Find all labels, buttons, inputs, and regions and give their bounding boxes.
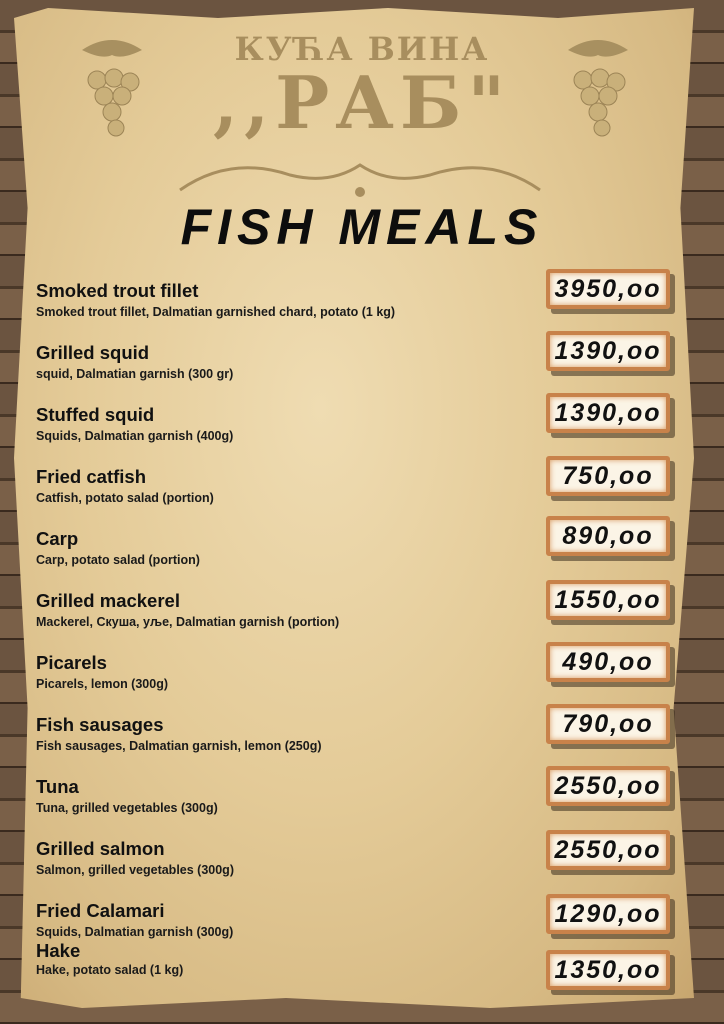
item-price: 890,oo <box>546 516 670 556</box>
item-name: Grilled squid <box>36 342 150 363</box>
menu-item: Fried Calamari Squids, Dalmatian garnish… <box>36 900 233 940</box>
item-price: 1390,oo <box>546 331 670 371</box>
page-title: FISH MEALS <box>180 199 544 255</box>
menu-item: Smoked trout fillet Smoked trout fillet,… <box>36 280 395 320</box>
item-description: Squids, Dalmatian garnish (300g) <box>36 925 234 939</box>
menu-item: Grilled squid squid, Dalmatian garnish (… <box>36 342 233 382</box>
item-name: Fish sausages <box>36 714 164 735</box>
item-description: Squids, Dalmatian garnish (400g) <box>36 429 234 443</box>
item-price: 750,oo <box>546 456 670 496</box>
logo-line1: КУЋА ВИНА <box>234 30 490 68</box>
grapes-right-icon <box>568 40 628 137</box>
item-description: Fish sausages, Dalmatian garnish, lemon … <box>36 739 322 753</box>
item-price: 1550,oo <box>546 580 670 620</box>
item-name: Tuna <box>36 776 79 797</box>
item-description: Mackerel, Скуша, уље, Dalmatian garnish … <box>36 615 340 629</box>
item-price: 490,oo <box>546 642 670 682</box>
item-name: Hake <box>36 940 81 961</box>
item-price: 790,oo <box>546 704 670 744</box>
item-name: Fried Calamari <box>36 900 165 921</box>
item-price: 2550,oo <box>546 830 670 870</box>
item-description: Picarels, lemon (300g) <box>36 677 169 691</box>
menu-item: Stuffed squid Squids, Dalmatian garnish … <box>36 404 233 444</box>
item-price: 3950,oo <box>546 269 670 309</box>
item-price: 1390,oo <box>546 393 670 433</box>
menu-item: Hake Hake, potato salad (1 kg) <box>36 940 183 978</box>
menu-item: Picarels Picarels, lemon (300g) <box>36 652 168 692</box>
menu-item: Fried catfish Catfish, potato salad (por… <box>36 466 214 506</box>
grapes-left-icon <box>82 40 142 137</box>
item-description: Catfish, potato salad (portion) <box>36 491 214 505</box>
item-price: 1350,oo <box>546 950 670 990</box>
item-name: Grilled salmon <box>36 838 165 859</box>
item-description: squid, Dalmatian garnish (300 gr) <box>36 367 234 381</box>
item-description: Hake, potato salad (1 kg) <box>36 963 184 977</box>
item-name: Fried catfish <box>36 466 146 487</box>
item-name: Carp <box>36 528 79 549</box>
item-price: 2550,oo <box>546 766 670 806</box>
menu-item: Grilled mackerel Mackerel, Скуша, уље, D… <box>36 590 339 630</box>
item-price: 1290,oo <box>546 894 670 934</box>
item-name: Stuffed squid <box>36 404 155 425</box>
item-name: Smoked trout fillet <box>36 280 199 301</box>
item-description: Tuna, grilled vegetables (300g) <box>36 801 218 815</box>
ornament-flourish-icon <box>179 163 541 197</box>
menu-item: Carp Carp, potato salad (portion) <box>36 528 200 568</box>
logo-line2: ,,РАБ" <box>213 60 511 145</box>
item-name: Picarels <box>36 652 107 673</box>
item-name: Grilled mackerel <box>36 590 180 611</box>
item-description: Smoked trout fillet, Dalmatian garnished… <box>36 305 396 319</box>
item-description: Carp, potato salad (portion) <box>36 553 200 567</box>
menu-item: Grilled salmon Salmon, grilled vegetable… <box>36 838 234 878</box>
menu-item: Tuna Tuna, grilled vegetables (300g) <box>36 776 218 816</box>
item-description: Salmon, grilled vegetables (300g) <box>36 863 234 877</box>
menu-item: Fish sausages Fish sausages, Dalmatian g… <box>36 714 322 754</box>
